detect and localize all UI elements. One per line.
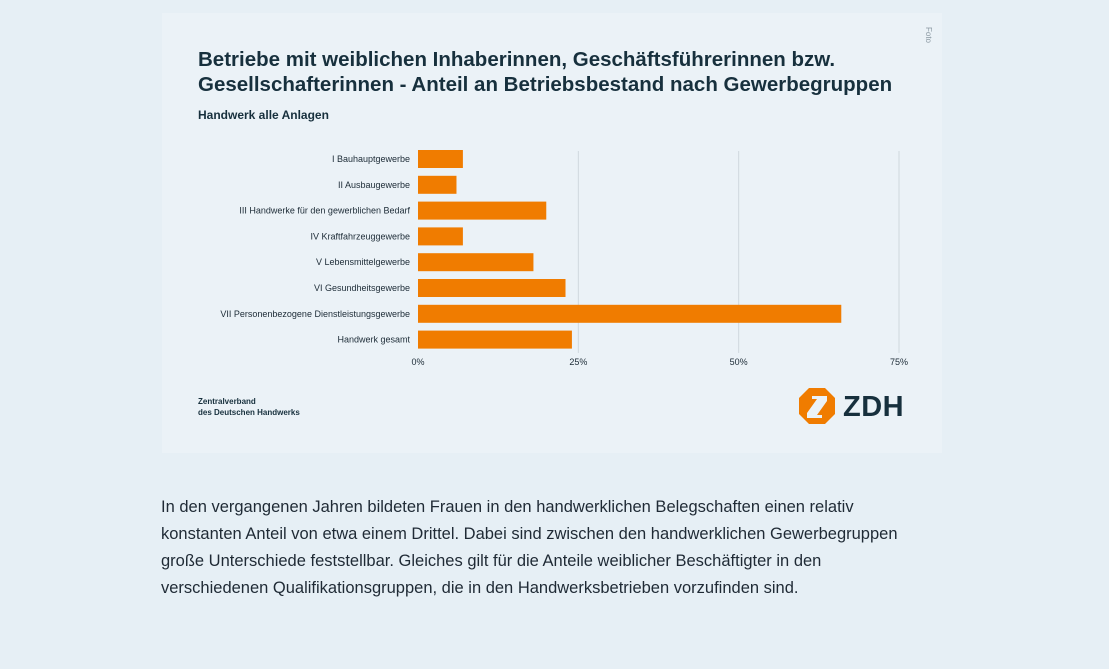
bar bbox=[418, 175, 457, 194]
category-labels: I Bauhauptgewerbe II Ausbaugewerbe III Han… bbox=[220, 154, 410, 345]
zdh-logo-mark-icon bbox=[799, 388, 835, 424]
organization-name: Zentralverband des Deutschen Handwerks bbox=[198, 396, 300, 418]
chart-figure: Foto Betriebe mit weiblichen Inhaberinne… bbox=[162, 13, 942, 453]
chart-title: Betriebe mit weiblichen Inhaberinnen, Ge… bbox=[198, 48, 893, 96]
foto-label: Foto bbox=[924, 27, 933, 44]
bar bbox=[418, 150, 463, 168]
bar bbox=[418, 279, 566, 297]
bar bbox=[418, 227, 463, 246]
x-tick-label: 50% bbox=[730, 357, 748, 367]
category-label: III Handwerke für den gewerblichen Bedar… bbox=[239, 206, 410, 216]
category-label: I Bauhauptgewerbe bbox=[332, 154, 410, 164]
chart-subtitle: Handwerk alle Anlagen bbox=[198, 108, 329, 122]
category-label: II Ausbaugewerbe bbox=[338, 180, 410, 190]
x-axis-ticks: 0% 25% 50% 75% bbox=[411, 357, 908, 367]
x-tick-label: 0% bbox=[411, 357, 424, 367]
organization-line-1: Zentralverband bbox=[198, 397, 256, 406]
bar bbox=[418, 253, 534, 272]
category-label: VII Personenbezogene Dienstleistungsgewe… bbox=[220, 309, 410, 319]
x-tick-label: 25% bbox=[569, 357, 587, 367]
article-paragraph: In den vergangenen Jahren bildeten Fraue… bbox=[161, 498, 898, 597]
bars bbox=[418, 150, 842, 349]
organization-line-2: des Deutschen Handwerks bbox=[198, 408, 300, 417]
bar-chart: I Bauhauptgewerbe II Ausbaugewerbe III Han… bbox=[220, 150, 908, 367]
category-label: IV Kraftfahrzeuggewerbe bbox=[310, 231, 410, 241]
bar bbox=[418, 201, 547, 220]
category-label: Handwerk gesamt bbox=[337, 335, 410, 345]
bar bbox=[418, 330, 572, 349]
category-label: V Lebensmittelgewerbe bbox=[316, 257, 410, 267]
zdh-logo-text: ZDH bbox=[843, 391, 905, 423]
zdh-logo: ZDH bbox=[798, 387, 913, 427]
bar bbox=[418, 304, 842, 323]
x-tick-label: 75% bbox=[890, 357, 908, 367]
category-label: VI Gesundheitsgewerbe bbox=[314, 283, 410, 293]
